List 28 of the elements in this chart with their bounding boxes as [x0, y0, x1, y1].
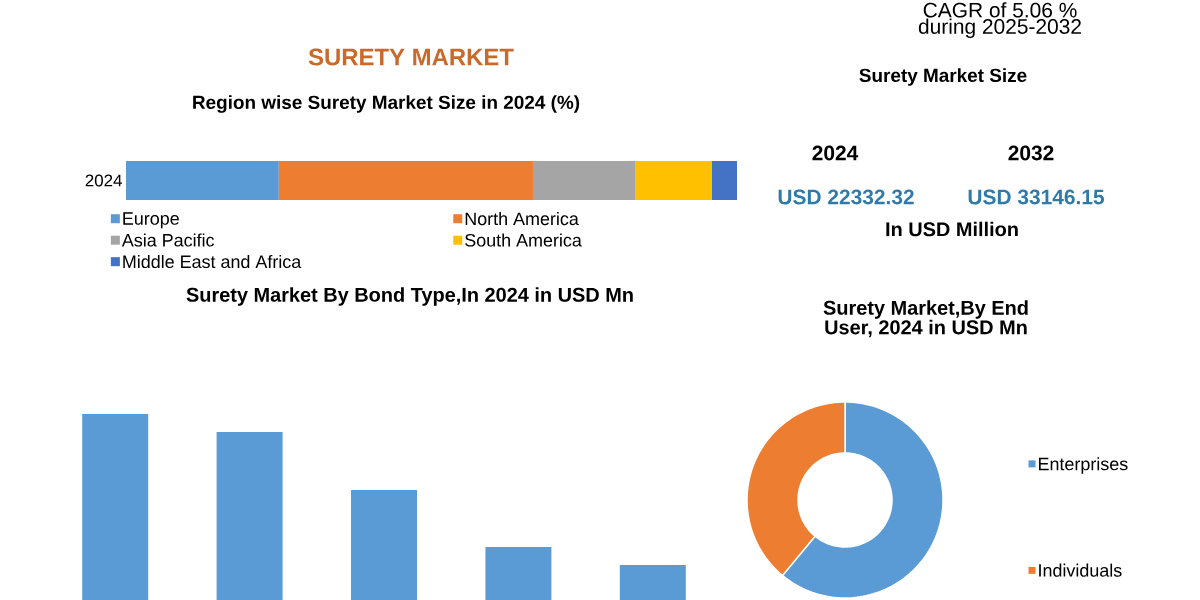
text: In USD Million [886, 221, 1018, 237]
legend-label: Asia Pacific [121, 233, 215, 247]
text: 2024 [812, 145, 859, 161]
legend-label: Enterprises [1038, 457, 1128, 474]
bar [485, 546, 552, 600]
text: USD 33146.15 [968, 189, 1105, 205]
legend-label: North America [465, 211, 579, 226]
bar [126, 161, 279, 200]
chart-title: Surety Market,By End User, 2024 in USD Mn [823, 300, 1028, 338]
bar [351, 490, 417, 600]
legend-label: Individuals [1039, 563, 1122, 577]
text: 2032 [1008, 145, 1054, 161]
bar [619, 565, 686, 600]
bar [711, 161, 738, 200]
chart-title: SURETY MARKET [308, 48, 514, 66]
legend-label: South America [465, 233, 582, 247]
chart-title: Surety Market By Bond Type,In 2024 in USD Mn [186, 287, 633, 306]
chart-subtitle: Region wise Surety Market Size in 2024 (%) [193, 95, 580, 113]
bar [532, 161, 635, 200]
legend-label: Middle East and Africa [123, 254, 302, 269]
bar [82, 414, 149, 600]
text: Surety Market Size [859, 68, 1027, 86]
legend-label: Europe [123, 212, 179, 229]
bar [278, 161, 533, 200]
text: CAGR of 5.06 % during 2025-2032 [918, 2, 1081, 39]
bar [216, 432, 283, 600]
bar [634, 161, 712, 200]
text: USD 22332.32 [778, 189, 914, 205]
